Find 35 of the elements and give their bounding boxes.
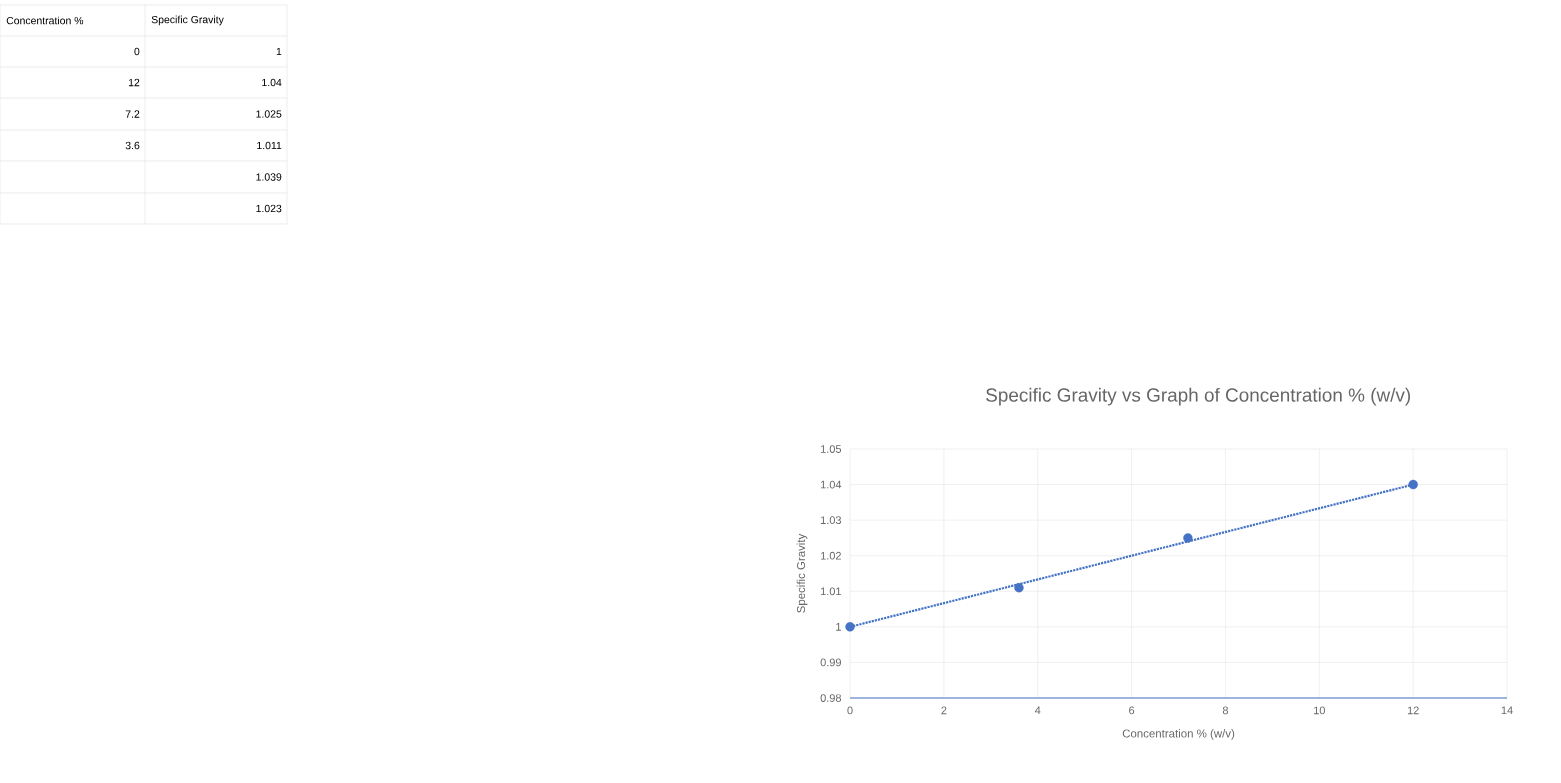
x-tick-label: 12	[1407, 706, 1419, 715]
text: 1	[276, 47, 282, 56]
text: 1.011	[257, 141, 282, 150]
y-tick-label: 1	[836, 623, 841, 631]
x-tick-label: 4	[1034, 706, 1041, 715]
text: 7.2	[125, 110, 140, 118]
x-tick-label: 8	[1222, 706, 1229, 715]
text: 1.023	[256, 204, 282, 213]
y-tick-label: 0.98	[820, 694, 842, 702]
y-tick-label: 1.05	[821, 445, 842, 453]
point	[1408, 479, 1418, 490]
y-tick-label: 1.02	[821, 551, 841, 560]
x-tick-label: 2	[941, 706, 947, 715]
text: 1.039	[256, 173, 282, 181]
y-tick-label: 0.99	[820, 658, 841, 667]
point	[1183, 533, 1193, 543]
x-tick-label: 6	[1129, 706, 1135, 715]
y-tick-label: 1.03	[821, 516, 842, 525]
text: 12	[128, 78, 140, 87]
text: 1.025	[256, 110, 282, 118]
x-tick-label: 10	[1314, 706, 1325, 715]
text: 3.6	[125, 141, 140, 150]
text: Specific Gravity	[151, 15, 224, 26]
y-tick-label: 1.01	[821, 587, 841, 596]
x-axis-title: Concentration % (w/v)	[1122, 729, 1235, 740]
x-tick-label: 0	[847, 706, 853, 715]
text: 0	[134, 47, 140, 56]
text: Concentration %	[6, 16, 84, 25]
point	[845, 622, 855, 632]
text: 1.04	[262, 78, 282, 87]
chart-title: Specific Gravity vs Graph of Concentration % (w/v)	[986, 387, 1411, 406]
y-tick-label: 1.04	[821, 480, 842, 489]
x-tick-label: 14	[1501, 706, 1513, 715]
y-axis-title: Specific Gravity	[796, 533, 808, 613]
point	[1014, 583, 1024, 593]
